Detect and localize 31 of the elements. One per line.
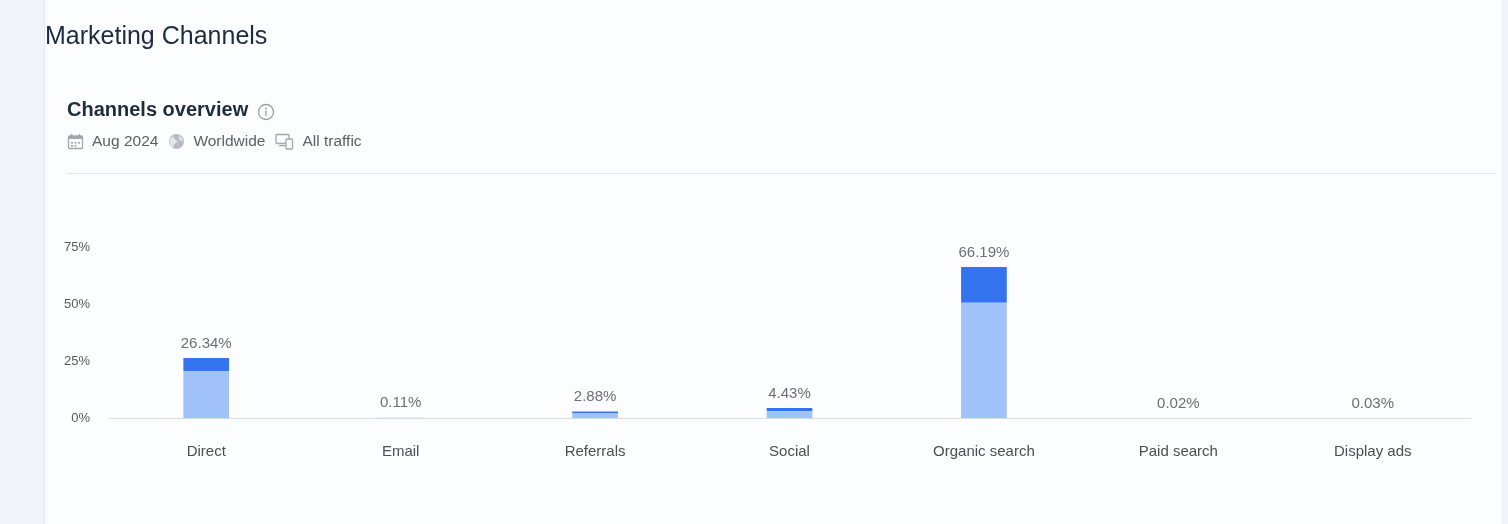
y-tick-label: 75% [63,238,91,254]
x-tick-label: Email [381,442,420,460]
total-label: 66.19% [958,242,1010,260]
x-tick-label: Organic search [933,442,1035,460]
total-label: 26.34% [180,333,232,351]
bar [766,407,813,412]
bar [183,357,230,372]
chart-subtitle: Channels overview [67,98,249,121]
chart-title: Marketing Channels [45,21,268,50]
bar [572,411,618,414]
y-tick-label: 25% [63,352,91,368]
total-label: 0.02% [1157,393,1200,411]
bar [961,267,1007,303]
y-tick-label: 0% [71,409,91,425]
x-tick-label: Direct [186,442,227,460]
text: All traffic [302,132,362,150]
bar [766,411,813,418]
text: Aug 2024 [92,132,159,150]
x-tick-label: Referrals [564,442,626,460]
bar [572,413,618,418]
total-label: 4.43% [768,383,811,401]
total-label: 2.88% [573,387,617,405]
bar [961,302,1007,418]
x-tick-label: Paid search [1138,442,1218,460]
total-label: 0.03% [1351,393,1395,411]
x-tick-label: Social [769,442,810,460]
y-tick-label: 50% [63,295,91,311]
x-tick-label: Display ads [1334,442,1412,460]
bar [183,371,230,418]
total-label: 0.11% [379,393,422,411]
text: Worldwide [193,132,266,150]
